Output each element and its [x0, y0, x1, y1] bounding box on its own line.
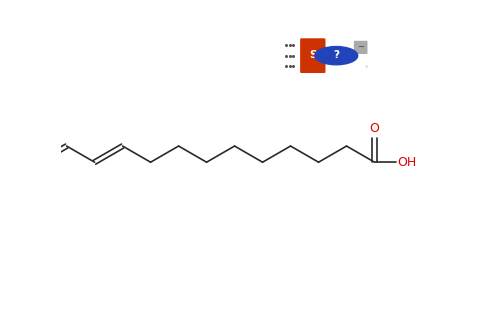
Text: ?: ?: [333, 50, 339, 60]
FancyBboxPatch shape: [354, 41, 367, 54]
Text: OH: OH: [397, 156, 416, 169]
Text: ▾: ▾: [365, 64, 368, 70]
Text: S: S: [309, 50, 317, 60]
Text: O: O: [369, 122, 380, 135]
Circle shape: [315, 46, 358, 65]
FancyBboxPatch shape: [300, 38, 325, 73]
Text: −: −: [357, 43, 364, 52]
